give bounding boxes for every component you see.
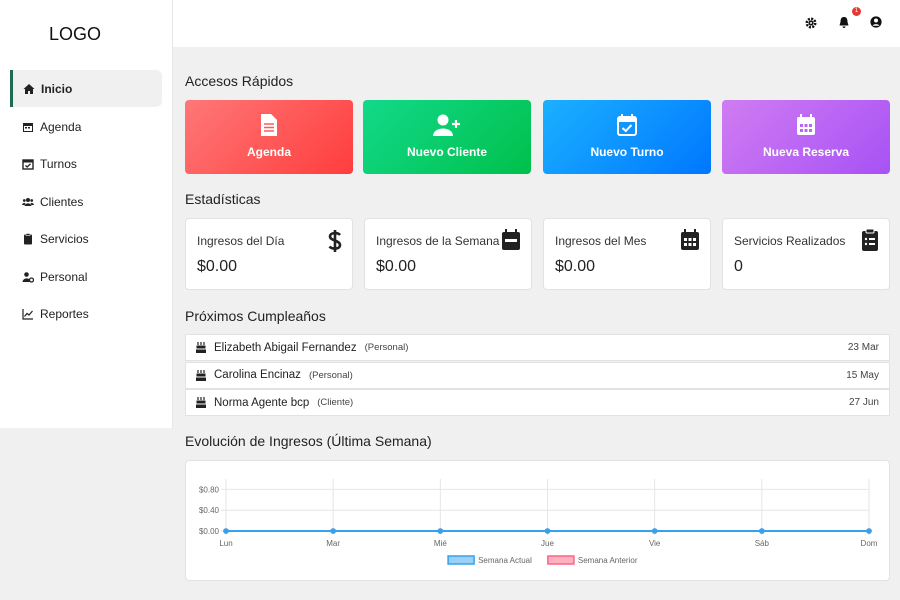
birthday-date: 23 Mar [847,342,879,353]
notifications-icon[interactable] [838,16,850,29]
sidebar: LOGO Inicio Agenda Turnos Clientes Servi… [0,0,173,428]
stat-value: 0 [734,258,743,275]
birthday-date: 27 Jun [848,397,879,408]
data-point [223,528,229,534]
nav-item[interactable]: Personal [10,258,162,295]
nav-item[interactable]: Reportes [10,295,162,332]
calendar-icon [23,122,33,132]
data-point [759,528,765,534]
section-title: Próximos Cumpleaños [185,308,326,324]
section-title: Accesos Rápidos [185,73,294,89]
section-title: Evolución de Ingresos (Última Semana) [185,433,432,449]
section-title: Estadísticas [185,191,261,207]
data-point [437,528,444,534]
cake-icon [196,369,206,381]
chart: $0.00 $0.40 $0.80 Lun Mar Mié Jue Vie Sáb Dom Sema… [199,479,878,565]
nav-item[interactable]: Turnos [10,145,162,182]
x-tick-label: Sáb [755,539,770,548]
nav-label: Personal [40,269,88,284]
legend-swatch [447,555,475,565]
birthday-name: Elizabeth Abigail Fernandez [214,341,357,354]
stat-label: Ingresos del Mes [555,234,647,248]
dollar-icon [328,230,342,252]
nav-label: Turnos [40,156,77,171]
legend-label: Semana Anterior [578,556,638,565]
quick-access-card[interactable]: Nuevo Cliente [363,100,531,174]
x-tick-label: Lun [219,539,232,548]
stat-label: Ingresos de la Semana [376,234,500,248]
legend-label: Semana Actual [478,556,532,565]
birthday-name: Carolina Encinaz [214,369,301,381]
file-icon [261,114,277,136]
birthday-row: Elizabeth Abigail Fernandez (Personal) 23 … [185,334,890,361]
stat-value: $0.00 [197,258,238,275]
nav-label: Agenda [40,119,82,134]
y-tick-label: $0.00 [199,527,220,536]
calendar-icon [797,114,815,135]
x-tick-label: Mar [326,539,340,548]
chart-icon [22,308,33,320]
home-icon [23,83,35,94]
logo: LOGO [48,24,101,44]
stat-card: Ingresos de la Semana $0.00 [364,218,532,290]
birthday-row: Carolina Encinaz (Personal) 15 May [185,361,890,389]
birthday-type: (Personal) [308,369,353,381]
nav-item[interactable]: Agenda [10,108,162,145]
stat-card: Ingresos del Mes $0.00 [543,218,711,290]
nav-label: Clientes [40,194,84,209]
card-label: Nuevo Turno [590,145,664,159]
birthday-name: Norma Agente bcp [214,396,310,409]
settings-icon[interactable] [805,17,817,29]
nav-item[interactable]: Servicios [10,220,162,257]
clipboard-list-icon [862,229,878,251]
user-plus-icon [433,114,460,136]
y-tick-label: $0.40 [199,506,220,515]
quick-access-card[interactable]: Nuevo Turno [543,100,711,174]
user-icon[interactable] [870,16,882,28]
cake-icon [196,397,206,408]
x-tick-label: Jue [541,539,554,548]
x-tick-label: Dom [861,539,878,548]
stat-label: Servicios Realizados [734,234,846,248]
notification-badge: 1 [852,7,861,16]
nav-label: Inicio [41,81,73,96]
nav-label: Servicios [40,231,89,246]
users-icon [22,197,34,206]
calendar-week-icon [502,229,520,250]
data-point [330,528,336,534]
user-cog-icon [22,271,34,283]
y-tick-label: $0.80 [199,485,220,494]
nav-item[interactable]: Clientes [10,183,162,220]
chart-card: $0.00 $0.40 $0.80 Lun Mar Mié Jue Vie Sáb Dom Sema… [185,460,890,581]
quick-access-card[interactable]: Nueva Reserva [722,100,890,174]
data-point [651,528,658,534]
nav-label: Reportes [40,306,89,321]
stat-value: $0.00 [555,258,596,275]
birthday-row: Norma Agente bcp (Cliente) 27 Jun [185,389,890,416]
legend-swatch [547,555,575,565]
calendar-check-icon [617,114,637,136]
data-point [544,528,551,534]
stat-label: Ingresos del Día [197,234,285,248]
card-label: Nuevo Cliente [406,145,487,159]
x-tick-label: Vie [649,539,661,548]
data-point [866,528,872,534]
stat-card: Ingresos del Día $0.00 [185,218,353,290]
x-tick-label: Mié [434,539,447,548]
card-label: Nueva Reserva [762,145,850,159]
card-label: Agenda [246,145,291,159]
quick-access-card[interactable]: Agenda [185,100,353,174]
stat-value: $0.00 [376,258,417,275]
check-calendar-icon [22,158,34,170]
birthday-type: (Cliente) [317,397,354,408]
birthday-date: 15 May [846,369,879,381]
stat-card: Servicios Realizados 0 [722,218,890,290]
birthday-type: (Personal) [364,342,409,353]
calendar-month-icon [681,229,699,250]
cake-icon [196,342,206,353]
clipboard-icon [24,232,32,244]
nav-item[interactable]: Inicio [10,70,162,107]
